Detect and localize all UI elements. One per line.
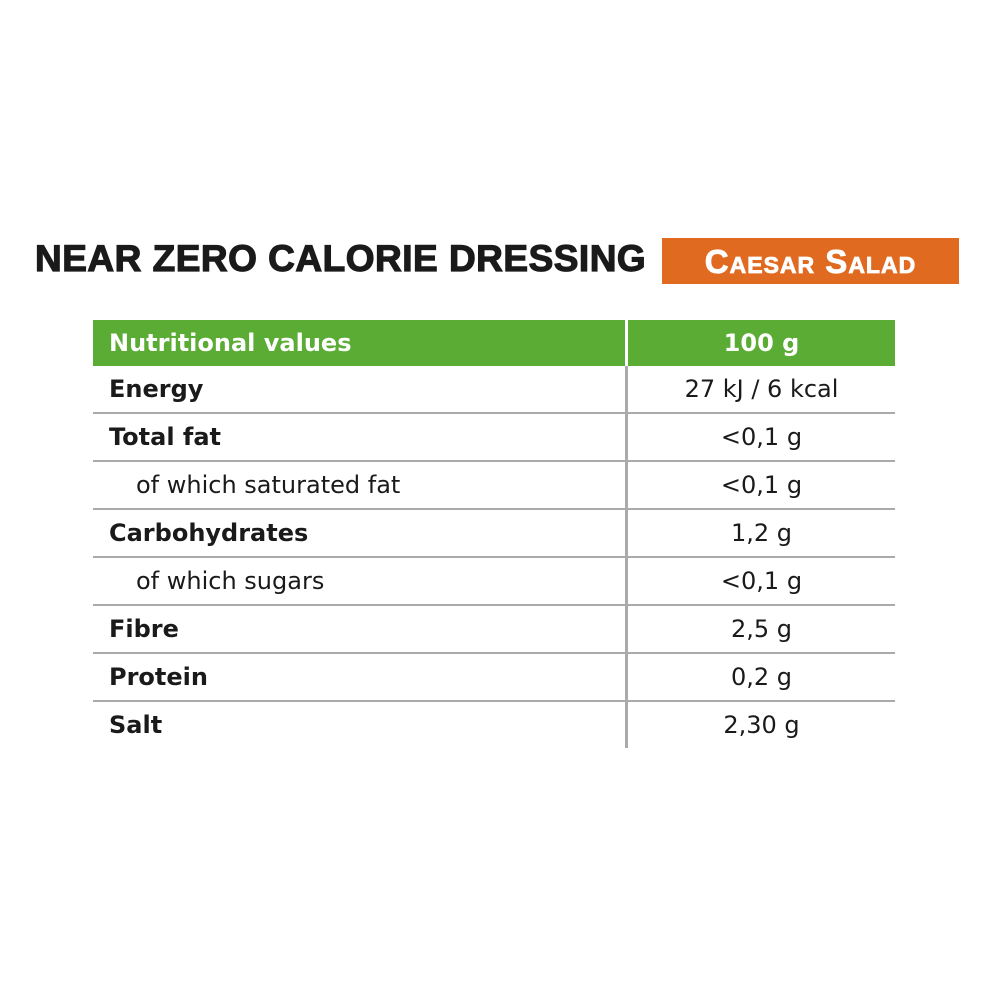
nutrient-name: Total fat: [93, 413, 628, 462]
table-row: of which saturated fat <0,1 g: [93, 461, 895, 510]
nutrient-name: Carbohydrates: [93, 509, 628, 558]
nutrient-value: 2,30 g: [723, 711, 800, 739]
table-row: Salt 2,30 g: [93, 701, 895, 748]
nutrient-value: 1,2 g: [626, 509, 895, 558]
table-row: Fibre 2,5 g: [93, 605, 895, 654]
table-row: Total fat <0,1 g: [93, 413, 895, 462]
column-header: 100 g: [626, 320, 895, 366]
column-header: Nutritional values: [93, 320, 628, 366]
nutrient-value: 27 kJ / 6 kcal: [626, 366, 895, 414]
header-row: Nutritional values 100 g: [93, 320, 895, 366]
title: NEAR ZERO CALORIE DRESSING: [34, 237, 647, 279]
nutrient-value: <0,1 g: [626, 461, 895, 510]
table-row: Carbohydrates 1,2 g: [93, 509, 895, 558]
nutrient-name: of which saturated fat: [93, 461, 628, 510]
table-row: Protein 0,2 g: [93, 653, 895, 702]
nutrient-name: Protein: [93, 653, 628, 702]
table-body: Energy 27 kJ / 6 kcal Total fat <0,1 g of wh…: [93, 366, 895, 748]
nutrient-value: <0,1 g: [626, 557, 895, 606]
nutrient-value: 0,2 g: [626, 653, 895, 702]
nutrient-name: Energy: [93, 366, 628, 414]
nutrient-name: of which sugars: [93, 557, 628, 606]
table-row: Energy 27 kJ / 6 kcal: [93, 366, 895, 414]
table-row: of which sugars <0,1 g: [93, 557, 895, 606]
nutrient-name: Fibre: [93, 605, 628, 654]
badge: Caesar Salad: [662, 238, 959, 284]
nutrient-value: 2,5 g: [626, 605, 895, 654]
nutrient-value: <0,1 g: [626, 413, 895, 462]
nutrition-table: Nutritional values 100 g Energy 27 kJ / 6…: [93, 320, 895, 748]
nutrient-name: Salt: [93, 701, 628, 748]
